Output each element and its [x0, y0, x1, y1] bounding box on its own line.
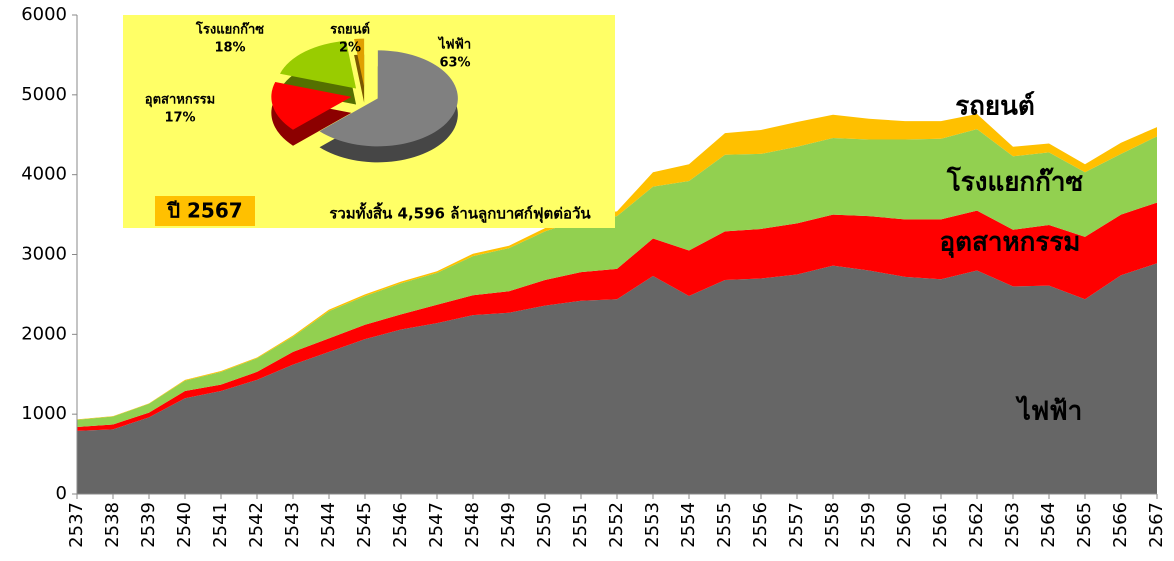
- pie-slice: [271, 81, 352, 130]
- x-tick-label: 2562: [966, 502, 987, 548]
- x-tick-label: 2559: [858, 502, 879, 548]
- x-tick-label: 2556: [750, 502, 771, 548]
- pie-value-label: 17%: [164, 111, 195, 126]
- inset-title: ปี 2567: [166, 199, 243, 223]
- x-tick-label: 2558: [822, 502, 843, 548]
- x-tick-label: 2546: [390, 502, 411, 548]
- x-tick-label: 2549: [498, 502, 519, 548]
- y-tick-label: 1000: [21, 403, 67, 424]
- x-tick-label: 2543: [282, 502, 303, 548]
- x-tick-label: 2564: [1038, 502, 1059, 548]
- x-tick-label: 2538: [102, 502, 123, 548]
- inset-subtitle: รวมทั้งสิ้น 4,596 ล้านลูกบาศก์ฟุตต่อวัน: [329, 202, 591, 224]
- y-tick-label: 2000: [21, 323, 67, 344]
- pie-category-label: โรงแยกก๊าซ: [195, 21, 264, 38]
- area: [77, 202, 1157, 431]
- x-tick-label: 2560: [894, 502, 915, 548]
- pie-slice: [319, 50, 458, 147]
- series-label: โรงแยกก๊าซ: [946, 166, 1084, 198]
- series-label: รถยนต์: [955, 91, 1035, 122]
- x-tick-label: 2545: [354, 502, 375, 548]
- x-tick-label: 2540: [174, 502, 195, 548]
- area: [77, 263, 1157, 494]
- x-tick-label: 2565: [1074, 502, 1095, 548]
- area: [77, 113, 1157, 420]
- y-tick-label: 3000: [21, 244, 67, 265]
- x-tick-label: 2567: [1146, 502, 1167, 548]
- pie-slice: [354, 38, 365, 87]
- x-tick-label: 2537: [66, 502, 87, 548]
- pie-slice: [279, 40, 357, 89]
- pie-value-label: 63%: [439, 56, 470, 71]
- x-tick-label: 2554: [678, 502, 699, 548]
- pie-category-label: รถยนต์: [330, 22, 370, 38]
- x-tick-label: 2557: [786, 502, 807, 548]
- year-box: [155, 196, 255, 226]
- x-tick-label: 2539: [138, 502, 159, 548]
- x-tick-label: 2541: [210, 502, 231, 548]
- y-tick-label: 6000: [21, 4, 67, 25]
- area: [77, 129, 1157, 427]
- y-tick-label: 0: [56, 483, 67, 504]
- x-tick-label: 2555: [714, 502, 735, 548]
- series-label: ไฟฟ้า: [1015, 395, 1083, 427]
- y-tick-label: 4000: [21, 164, 67, 185]
- x-tick-label: 2551: [570, 502, 591, 548]
- x-tick-label: 2566: [1110, 502, 1131, 548]
- x-tick-label: 2550: [534, 502, 555, 548]
- pie-category-label: ไฟฟ้า: [437, 36, 471, 53]
- pie-value-label: 2%: [339, 41, 361, 56]
- x-tick-label: 2542: [246, 502, 267, 548]
- x-tick-label: 2561: [930, 502, 951, 548]
- x-tick-label: 2544: [318, 502, 339, 548]
- pie-category-label: อุตสาหกรรม: [145, 93, 215, 108]
- x-tick-label: 2547: [426, 502, 447, 548]
- y-tick-label: 5000: [21, 84, 67, 105]
- series-label: อุตสาหกรรม: [940, 228, 1081, 259]
- x-tick-label: 2552: [606, 502, 627, 548]
- x-tick-label: 2548: [462, 502, 483, 548]
- x-tick-label: 2553: [642, 502, 663, 548]
- x-tick-label: 2563: [1002, 502, 1023, 548]
- pie-value-label: 18%: [214, 41, 245, 56]
